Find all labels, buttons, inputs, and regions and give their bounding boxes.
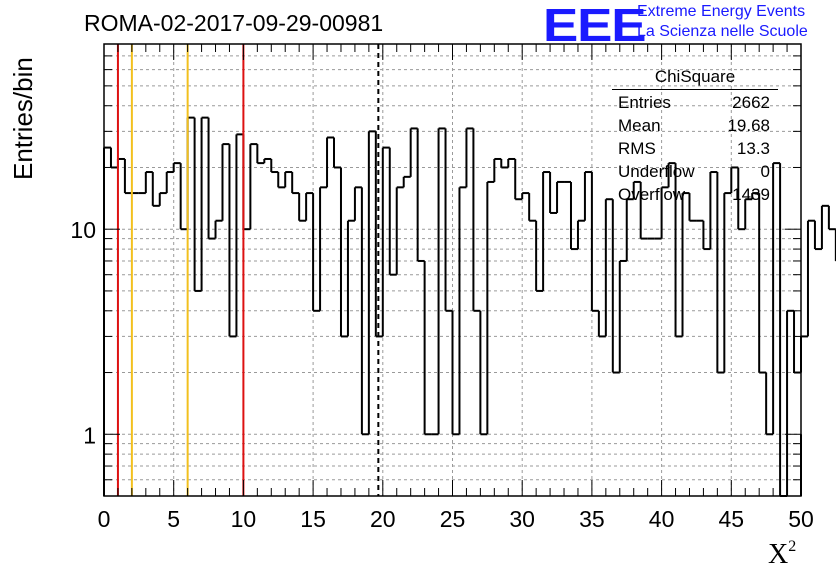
x-tick-label: 25 [440, 506, 466, 532]
axes [103, 44, 802, 496]
y-tick-label: 10 [70, 217, 96, 243]
x-tick-label: 50 [788, 506, 814, 532]
stats-box: ChiSquare Entries 2662 Mean 19.68 RMS 13.3 … [612, 66, 778, 206]
logo-caption: Extreme Energy Events La Scienza nelle S… [637, 2, 808, 42]
x-tick-label: 30 [509, 506, 535, 532]
eee-logo: EEE [543, 0, 647, 51]
stats-row-mean: Mean 19.68 [612, 114, 778, 137]
stats-value: 19.68 [727, 116, 770, 135]
x-axis-label-exponent: 2 [788, 538, 797, 555]
stats-title: ChiSquare [612, 66, 778, 90]
logo-caption-line1: Extreme Energy Events [637, 3, 806, 20]
x-tick-label: 45 [719, 506, 745, 532]
x-tick-label: 15 [300, 506, 326, 532]
stats-label: Underflow [618, 162, 695, 181]
x-tick-label: 40 [649, 506, 675, 532]
stats-label: Overflow [618, 185, 686, 204]
stats-value: 13.3 [736, 139, 770, 158]
y-axis-label: Entries/bin [8, 57, 38, 180]
stats-label: RMS [618, 139, 656, 158]
x-axis-label-base: X [768, 539, 789, 570]
stats-row-underflow: Underflow 0 [612, 160, 778, 183]
x-tick-label: 20 [370, 506, 396, 532]
run-title: ROMA-02-2017-09-29-00981 [84, 10, 384, 36]
x-tick-labels: 0 5 10 15 20 25 30 35 40 45 50 [98, 506, 814, 532]
logo-caption-line2: La Scienza nelle Scuole [637, 23, 808, 40]
y-tick-labels: 1 10 [70, 217, 96, 448]
plot-frame [103, 43, 802, 497]
x-tick-label: 35 [579, 506, 605, 532]
stats-label: Mean [618, 116, 661, 135]
x-tick-label: 0 [98, 506, 111, 532]
reference-lines [116, 44, 380, 496]
stats-row-overflow: Overflow 1439 [612, 183, 778, 206]
stats-value: 1439 [732, 185, 770, 204]
stats-value: 2662 [732, 93, 770, 112]
x-axis-label: X2 [768, 538, 796, 571]
y-tick-label: 1 [83, 422, 96, 448]
x-tick-label: 5 [167, 506, 180, 532]
x-tick-label: 10 [231, 506, 257, 532]
stats-row-entries: Entries 2662 [612, 91, 778, 114]
stats-value: 0 [760, 162, 770, 181]
stats-label: Entries [618, 93, 671, 112]
stats-row-rms: RMS 13.3 [612, 137, 778, 160]
